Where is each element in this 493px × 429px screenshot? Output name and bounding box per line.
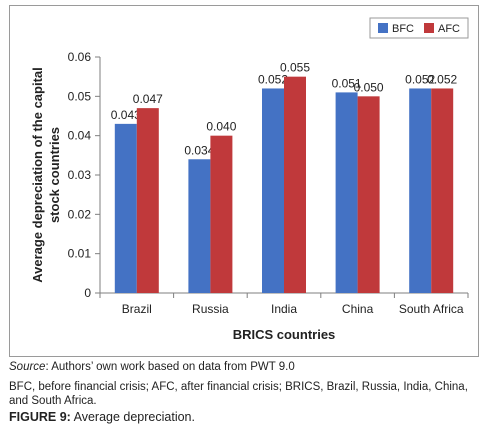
y-axis-title: Average depreciation of the capital stock… (30, 67, 62, 283)
data-label: 0.034 (184, 143, 214, 157)
y-tick-label: 0 (84, 286, 91, 300)
y-tick-label: 0.03 (68, 168, 92, 182)
bar-bfc (188, 159, 211, 293)
figure-title: Average depreciation. (70, 410, 195, 424)
data-label: 0.043 (111, 108, 141, 122)
bar-afc (136, 108, 159, 293)
x-tick-label: South Africa (399, 302, 464, 316)
data-label: 0.052 (427, 72, 457, 86)
bar-afc (284, 76, 306, 294)
legend-label-afc: AFC (438, 23, 460, 35)
data-label: 0.055 (280, 61, 310, 75)
bar-bfc (409, 88, 432, 293)
chart-frame: 0 0.01 0.02 0.03 0.04 0.05 0.06 Brazil 0.043 0.04… (9, 5, 479, 357)
x-axis-title: BRICS countries (233, 327, 336, 342)
source-text: : Authors’ own work based on data from P… (45, 361, 295, 373)
bar-afc (357, 96, 380, 293)
y-tick-label: 0.02 (68, 207, 92, 221)
source-label: Source (9, 361, 46, 373)
source-caption: Source: Authors’ own work based on data … (9, 360, 295, 374)
data-label: 0.051 (332, 76, 362, 90)
legend-swatch-afc (424, 23, 434, 33)
figure-label: FIGURE 9: (9, 410, 71, 424)
y-tick-label: 0.01 (68, 247, 92, 261)
bar-bfc (335, 92, 358, 294)
x-tick-label: India (271, 302, 297, 316)
legend-label-bfc: BFC (392, 23, 414, 35)
y-tick-label: 0.04 (68, 129, 92, 143)
bar-bfc (262, 88, 284, 293)
bar-afc (210, 135, 233, 293)
data-label: 0.052 (258, 72, 288, 86)
y-tick-label: 0.06 (68, 50, 92, 64)
figure-caption: FIGURE 9: Average depreciation. (9, 410, 195, 424)
data-label: 0.050 (354, 80, 384, 94)
data-label: 0.047 (133, 92, 163, 106)
bar-afc (431, 88, 454, 293)
y-tick-label: 0.05 (68, 89, 92, 103)
data-label: 0.040 (206, 120, 236, 134)
data-label: 0.052 (405, 72, 435, 86)
legend-box (369, 17, 469, 39)
x-tick-label: China (342, 302, 374, 316)
abbreviations-caption: BFC, before financial crisis; AFC, after… (9, 381, 468, 407)
x-tick-label: Brazil (122, 302, 152, 316)
x-tick-label: Russia (192, 302, 229, 316)
bar-bfc (114, 123, 137, 293)
bar-chart: 0 0.01 0.02 0.03 0.04 0.05 0.06 Brazil 0.043 0.04… (30, 17, 469, 342)
legend-swatch-bfc (378, 23, 388, 33)
